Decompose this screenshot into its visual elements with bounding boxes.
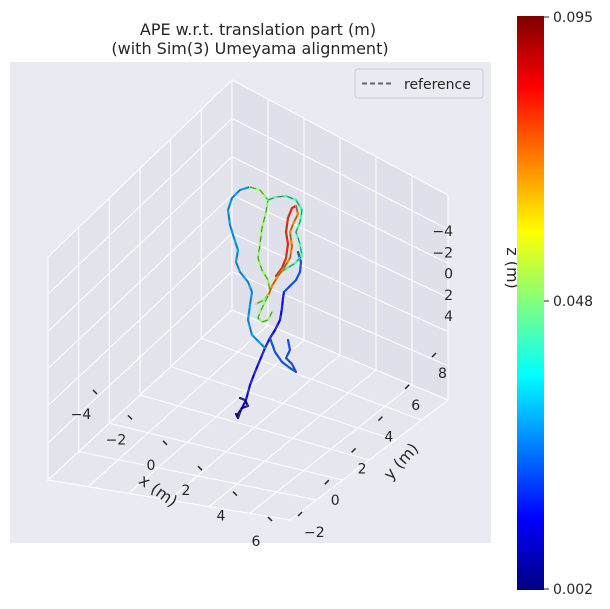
tick-mark <box>377 416 383 422</box>
tick-label: 4 <box>384 430 393 446</box>
tick-mark <box>162 440 168 446</box>
tick-label: −4 <box>432 224 453 240</box>
legend: reference <box>354 68 484 99</box>
tick-label: 2 <box>182 483 191 499</box>
tick-mark <box>127 414 133 420</box>
tick-label: 4 <box>444 309 453 325</box>
colorbar-label-mid: 0.048 <box>553 294 593 310</box>
tick-label: −4 <box>71 407 92 423</box>
reference-segment <box>257 295 273 323</box>
y-axis-ticks: −2 0 2 4 6 8 <box>297 352 447 541</box>
reference-segment <box>267 205 299 297</box>
colorbar-label-min: 0.002 <box>553 582 593 598</box>
grid-line <box>249 384 413 514</box>
tick-mark <box>267 516 273 522</box>
x-axis-ticks: −4 −2 0 2 4 6 <box>71 389 273 550</box>
tick-label: 6 <box>252 534 261 550</box>
tick-label: 2 <box>444 288 453 304</box>
grid-lines <box>47 99 449 514</box>
tick-mark <box>197 465 203 471</box>
colorbar-label-max: 0.095 <box>553 10 593 26</box>
reference-segment <box>269 337 298 374</box>
trajectory-series <box>226 185 304 420</box>
legend-label-reference: reference <box>404 77 471 93</box>
tick-mark <box>431 352 437 358</box>
chart-title-line2: (with Sim(3) Umeyama alignment) <box>111 39 388 58</box>
tick-mark <box>297 511 303 517</box>
tick-label: −2 <box>432 245 453 261</box>
tick-label: 0 <box>444 267 453 283</box>
tick-label: 4 <box>217 509 226 525</box>
tick-mark <box>351 447 357 453</box>
z-axis-ticks: 4 2 0 −2 −4 <box>432 224 453 325</box>
colorbar: 0.095 0.048 0.002 <box>517 10 593 598</box>
reference-segment <box>275 205 297 277</box>
tick-label: 6 <box>411 398 420 414</box>
reference-segment <box>239 291 285 413</box>
tick-mark <box>324 479 330 485</box>
tick-label: −2 <box>106 432 127 448</box>
tick-label: −2 <box>304 525 325 541</box>
tick-label: 0 <box>331 493 340 509</box>
trajectory-segment <box>226 185 267 350</box>
tick-label: 0 <box>147 458 156 474</box>
legend-box <box>354 68 484 99</box>
tick-label: 8 <box>438 366 447 382</box>
tick-mark <box>404 384 410 390</box>
tick-mark <box>232 491 238 497</box>
tick-label: 2 <box>358 461 367 477</box>
colorbar-gradient <box>517 16 544 590</box>
reference-segment <box>283 251 302 293</box>
chart-title-line1: APE w.r.t. translation part (m) <box>140 20 376 39</box>
tick-mark <box>92 389 98 395</box>
reference-segment <box>267 195 303 277</box>
reference-segment <box>237 397 249 415</box>
reference-segment <box>235 411 241 420</box>
